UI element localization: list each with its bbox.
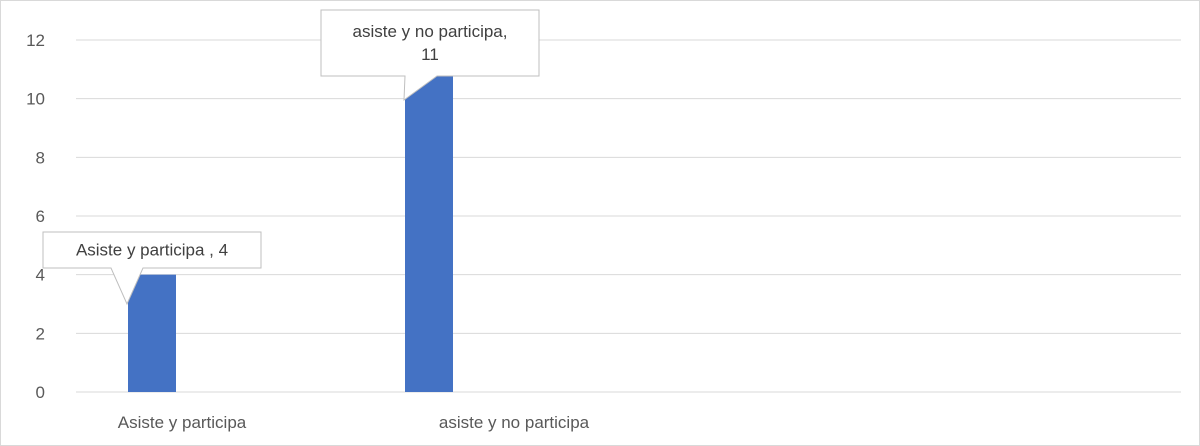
bar-1 [405,69,453,392]
callout-text-0-0: Asiste y participa , 4 [76,241,228,260]
callout-text-1-1: 11 [421,45,439,64]
y-tick-label-0: 0 [36,383,45,402]
y-tick-label-12: 12 [26,31,45,50]
y-tick-label-8: 8 [36,148,45,167]
callout-text-1-0: asiste y no participa, [353,22,508,41]
x-axis-categories: Asiste y participa asiste y no participa [118,413,590,432]
callout-shape-0 [42,231,262,306]
bars [128,69,453,392]
y-axis-ticks: 0 2 4 6 8 10 12 [26,31,45,402]
y-tick-label-6: 6 [36,207,45,226]
callout-shape-1 [320,9,540,102]
bar-0 [128,274,176,392]
data-labels: Asiste y participa , 4 asiste y no partic… [42,9,540,306]
data-label-callout-1: asiste y no participa, 11 [320,9,540,102]
category-label-1: asiste y no participa [439,413,590,432]
gridlines [76,39,1181,393]
y-tick-label-4: 4 [36,266,45,285]
data-label-callout-0: Asiste y participa , 4 [42,231,262,306]
y-tick-label-2: 2 [36,324,45,343]
y-tick-label-10: 10 [26,90,45,109]
category-label-0: Asiste y participa [118,413,247,432]
